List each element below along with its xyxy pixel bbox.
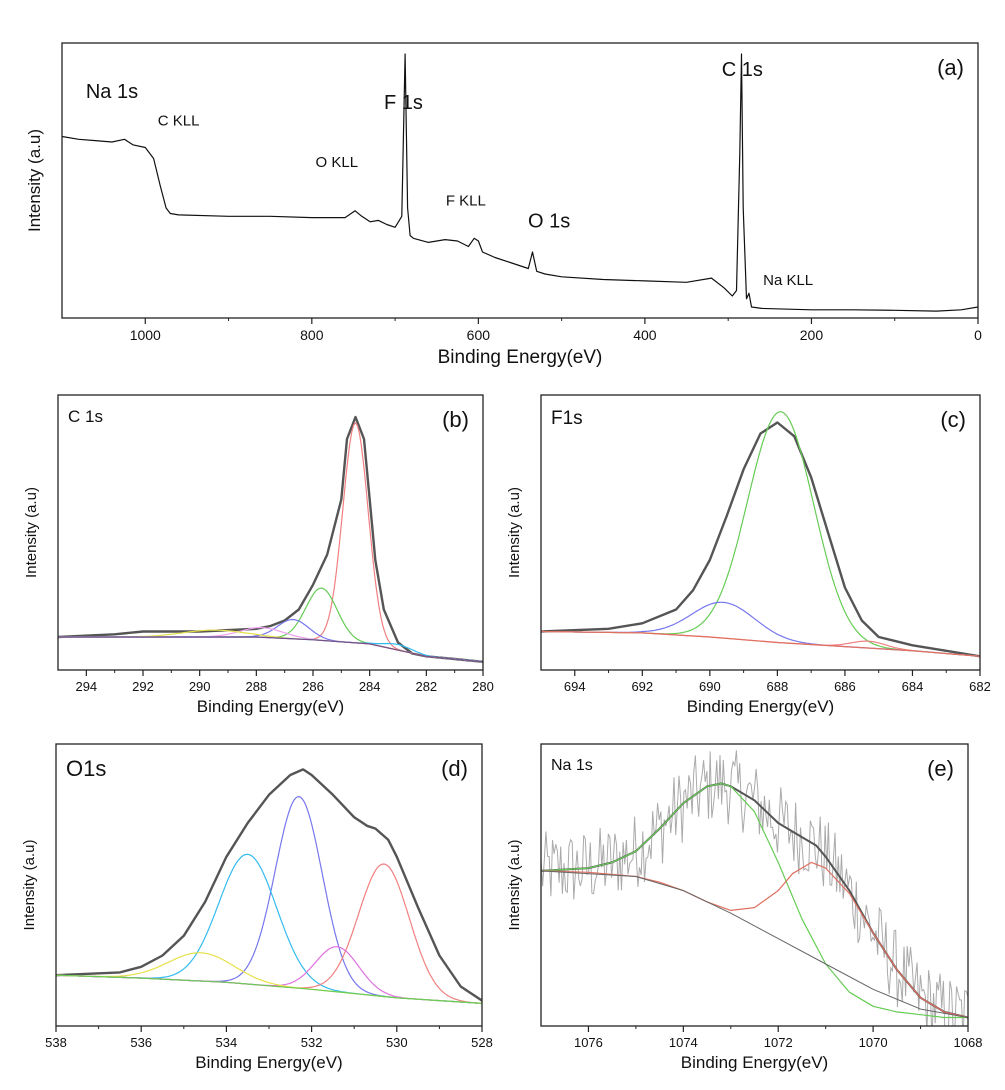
series-d-background-6 xyxy=(56,974,482,1004)
x-tick-label-d: 536 xyxy=(130,1035,152,1050)
x-tick-label-a: 400 xyxy=(633,327,657,343)
y-axis-label-d: Intensity (a.u) xyxy=(21,840,38,931)
x-tick-label-c: 694 xyxy=(564,679,586,694)
series-e-raw-data xyxy=(541,750,968,1026)
x-tick-label-b: 282 xyxy=(415,679,437,694)
series-c-background-4 xyxy=(541,630,980,657)
x-tick-label-b: 292 xyxy=(132,679,154,694)
x-tick-label-c: 686 xyxy=(834,679,856,694)
y-axis-label-c: Intensity (a.u) xyxy=(506,487,523,578)
panel-label-c: (c) xyxy=(940,407,966,432)
peak-annotation-a: F 1s xyxy=(384,92,423,114)
x-tick-label-e: 1068 xyxy=(954,1035,983,1050)
series-d-component-2 xyxy=(56,853,482,1004)
peak-annotation-a: Na 1s xyxy=(86,81,138,103)
x-axis-label-c: Binding Energy(eV) xyxy=(687,697,834,716)
x-tick-label-a: 0 xyxy=(974,327,982,343)
x-axis-label-e: Binding Energy(eV) xyxy=(681,1053,828,1072)
plot-frame-a xyxy=(61,42,979,319)
x-tick-label-c: 692 xyxy=(631,679,653,694)
panel-label-a: (a) xyxy=(937,55,964,80)
series-b-background-7 xyxy=(58,636,483,663)
series-group-a xyxy=(62,53,978,312)
x-tick-label-a: 800 xyxy=(300,327,324,343)
x-tick-label-e: 1076 xyxy=(574,1035,603,1050)
series-d-component-4 xyxy=(56,946,482,1004)
x-tick-label-b: 280 xyxy=(472,679,494,694)
x-tick-label-a: 1000 xyxy=(130,327,161,343)
peak-annotation-a: O KLL xyxy=(316,154,359,171)
y-axis-label-b: Intensity (a.u) xyxy=(23,487,40,578)
series-e-component-2 xyxy=(541,782,968,1019)
panel-title-e: Na 1s xyxy=(551,757,593,774)
series-group-e xyxy=(541,750,968,1026)
series-e-envelope-1 xyxy=(541,782,968,1019)
series-group-c xyxy=(541,411,980,658)
series-b-component-6 xyxy=(58,636,483,663)
panel-label-d: (d) xyxy=(441,756,468,781)
series-e-background-4 xyxy=(541,870,968,1018)
x-tick-label-b: 294 xyxy=(75,679,97,694)
x-tick-label-b: 286 xyxy=(302,679,324,694)
panel-b-c1s-spectrum: 294 292 290 288 286 284 282 280 Binding Energy(e… xyxy=(23,394,494,716)
x-tick-label-a: 200 xyxy=(800,327,824,343)
panel-a-survey-spectrum: 1000 800 600 400 200 0 Binding Energy(eV) Inten… xyxy=(25,42,982,368)
series-group-b xyxy=(58,415,483,663)
x-tick-label-c: 682 xyxy=(969,679,991,694)
panel-title-c: F1s xyxy=(551,408,583,429)
x-tick-label-d: 530 xyxy=(386,1035,408,1050)
x-tick-label-e: 1074 xyxy=(669,1035,698,1050)
x-tick-label-e: 1070 xyxy=(859,1035,888,1050)
x-tick-label-d: 538 xyxy=(45,1035,67,1050)
panel-label-e: (e) xyxy=(927,756,954,781)
peak-annotation-a: C KLL xyxy=(158,113,200,130)
panel-d-o1s-spectrum: 538 536 534 532 530 528 Binding Energy(eV) Inte… xyxy=(21,743,493,1072)
panel-label-b: (b) xyxy=(442,407,469,432)
y-axis-label-e: Intensity (a.u) xyxy=(506,840,523,931)
series-d-component-5 xyxy=(56,952,482,1004)
series-e-component-3 xyxy=(541,861,968,1019)
x-tick-label-c: 690 xyxy=(699,679,721,694)
x-tick-label-b: 284 xyxy=(359,679,381,694)
peak-annotation-a: O 1s xyxy=(528,210,570,232)
x-tick-label-a: 600 xyxy=(467,327,491,343)
plot-frame-e xyxy=(540,743,969,1027)
plot-frame-b xyxy=(57,394,484,671)
panel-title-d: O1s xyxy=(66,756,106,781)
x-axis-label-a: Binding Energy(eV) xyxy=(438,347,603,368)
plot-frame-c xyxy=(540,394,981,671)
x-tick-label-d: 528 xyxy=(471,1035,493,1050)
x-axis-label-d: Binding Energy(eV) xyxy=(195,1053,342,1072)
series-b-envelope-0 xyxy=(58,415,483,663)
x-axis-label-b: Binding Energy(eV) xyxy=(197,697,344,716)
x-tick-label-b: 288 xyxy=(245,679,267,694)
panel-e-na1s-spectrum: 1076 1074 1072 1070 1068 Binding Energy(eV) In… xyxy=(506,743,983,1072)
series-a-component-0 xyxy=(62,53,978,312)
x-tick-label-c: 684 xyxy=(902,679,924,694)
series-d-envelope-0 xyxy=(56,768,482,1002)
x-tick-label-e: 1072 xyxy=(764,1035,793,1050)
x-tick-label-c: 688 xyxy=(767,679,789,694)
series-group-d xyxy=(56,768,482,1004)
panel-c-f1s-spectrum: 694 692 690 688 686 684 682 Binding Energy(eV) I… xyxy=(506,394,991,716)
series-c-component-3 xyxy=(541,630,980,657)
series-b-component-5 xyxy=(58,629,483,663)
y-axis-label-a: Intensity (a.u) xyxy=(25,129,44,232)
peak-annotation-a: C 1s xyxy=(722,59,763,81)
x-tick-label-d: 532 xyxy=(301,1035,323,1050)
x-tick-label-b: 290 xyxy=(189,679,211,694)
x-tick-label-d: 534 xyxy=(216,1035,238,1050)
peak-annotation-a: Na KLL xyxy=(763,272,813,289)
panel-title-b: C 1s xyxy=(68,407,103,426)
series-c-component-1 xyxy=(541,411,980,657)
series-c-envelope-0 xyxy=(541,421,980,658)
peak-annotation-a: F KLL xyxy=(446,192,486,209)
plot-frame-d xyxy=(55,743,483,1027)
